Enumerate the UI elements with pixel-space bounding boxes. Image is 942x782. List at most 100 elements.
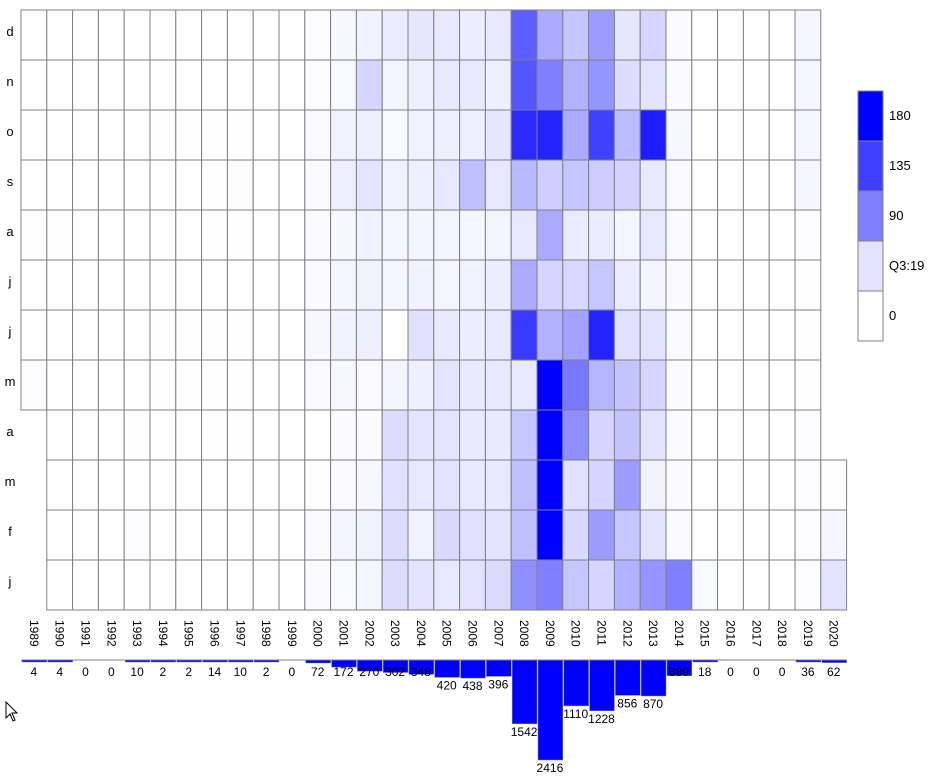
heatmap-cell — [175, 509, 203, 561]
heatmap-cell — [175, 209, 203, 261]
heatmap-cell — [484, 359, 512, 411]
heatmap-cell — [97, 409, 125, 461]
heatmap-cell — [665, 159, 693, 211]
heatmap-cell — [484, 309, 512, 361]
total-bar — [640, 659, 667, 697]
heatmap-cell — [304, 9, 332, 61]
heatmap-cell — [226, 109, 254, 161]
heatmap-cell — [330, 9, 357, 61]
heatmap-cell — [407, 359, 435, 411]
heatmap-cell — [46, 109, 74, 161]
heatmap-cell — [768, 509, 796, 561]
heatmap-cell — [794, 109, 822, 161]
heatmap-cell — [149, 509, 177, 561]
column-label: 2009 — [543, 620, 557, 647]
heatmap-cell — [123, 459, 151, 511]
heatmap-cell — [510, 259, 538, 311]
total-label: 172 — [333, 665, 353, 679]
heatmap-cell — [123, 259, 151, 311]
heatmap-cell — [355, 59, 383, 111]
column-label: 1994 — [156, 620, 170, 647]
heatmap-cell — [717, 359, 744, 411]
total-label: 2 — [185, 665, 192, 679]
heatmap-cell — [484, 409, 512, 461]
heatmap-cell — [278, 259, 306, 311]
total-label: 62 — [827, 665, 841, 679]
heatmap-cell — [459, 309, 486, 361]
heatmap-cell — [459, 109, 486, 161]
heatmap-cell — [484, 509, 512, 561]
heatmap-cell — [691, 359, 719, 411]
column-label: 2003 — [388, 620, 402, 647]
total-label: 2 — [160, 665, 167, 679]
total-label: 72 — [311, 665, 325, 679]
heatmap-cell — [433, 159, 461, 211]
mouse-cursor-icon — [5, 701, 19, 722]
heatmap-cell — [742, 459, 770, 511]
heatmap-cell — [691, 409, 719, 461]
total-label: 10 — [130, 665, 144, 679]
heatmap-cell — [484, 259, 512, 311]
heatmap-cell — [226, 9, 254, 61]
heatmap-cell — [381, 9, 409, 61]
row-label: s — [7, 174, 14, 189]
heatmap-cell — [484, 459, 512, 511]
heatmap-cell — [278, 9, 306, 61]
column-label: 2020 — [827, 620, 841, 647]
heatmap-cell — [717, 59, 744, 111]
heatmap-cell — [717, 9, 744, 61]
heatmap-cell — [433, 9, 461, 61]
heatmap-cell — [123, 409, 151, 461]
heatmap-cell — [175, 459, 203, 511]
heatmap-cell — [794, 9, 822, 61]
heatmap-cell — [588, 559, 615, 611]
column-label: 1991 — [79, 620, 93, 647]
heatmap-cell — [97, 259, 125, 311]
heatmap-cell — [252, 309, 280, 361]
column-label: 2018 — [775, 620, 789, 647]
heatmap-cell — [613, 59, 641, 111]
heatmap-cell — [742, 109, 770, 161]
heatmap-cell — [97, 9, 125, 61]
heatmap-cell — [562, 459, 590, 511]
heatmap-cell — [510, 459, 538, 511]
heatmap-cell — [717, 159, 744, 211]
heatmap-cell — [304, 509, 332, 561]
row-label: m — [5, 374, 16, 389]
heatmap-cell — [175, 59, 203, 111]
heatmap-cell — [639, 509, 667, 561]
heatmap-cell — [381, 509, 409, 561]
heatmap-cell — [459, 9, 486, 61]
column-label: 2017 — [749, 620, 763, 647]
heatmap-cell — [433, 109, 461, 161]
legend-swatch — [857, 190, 884, 242]
heatmap-cell — [717, 109, 744, 161]
heatmap-cell — [484, 109, 512, 161]
legend-swatch — [857, 140, 884, 192]
heatmap-cell — [510, 409, 538, 461]
heatmap-cell — [484, 209, 512, 261]
heatmap-cell — [252, 409, 280, 461]
total-label: 1228 — [588, 712, 615, 726]
heatmap-cell — [768, 259, 796, 311]
heatmap-cell — [46, 309, 74, 361]
heatmap-cell — [330, 309, 357, 361]
heatmap-cell — [536, 509, 564, 561]
heatmap-cell — [123, 359, 151, 411]
heatmap-cell — [639, 109, 667, 161]
total-label: 302 — [385, 665, 405, 679]
heatmap-cell — [536, 209, 564, 261]
total-bar — [486, 659, 512, 677]
heatmap-cell — [97, 459, 125, 511]
heatmap-cell — [665, 559, 693, 611]
heatmap-cell — [123, 159, 151, 211]
heatmap-cell — [794, 559, 822, 611]
heatmap-cell — [123, 309, 151, 361]
heatmap-cell — [433, 309, 461, 361]
heatmap-cell — [226, 309, 254, 361]
heatmap-cell — [149, 259, 177, 311]
heatmap-cell — [72, 209, 99, 261]
heatmap-cell — [536, 9, 564, 61]
heatmap-cell — [46, 409, 74, 461]
